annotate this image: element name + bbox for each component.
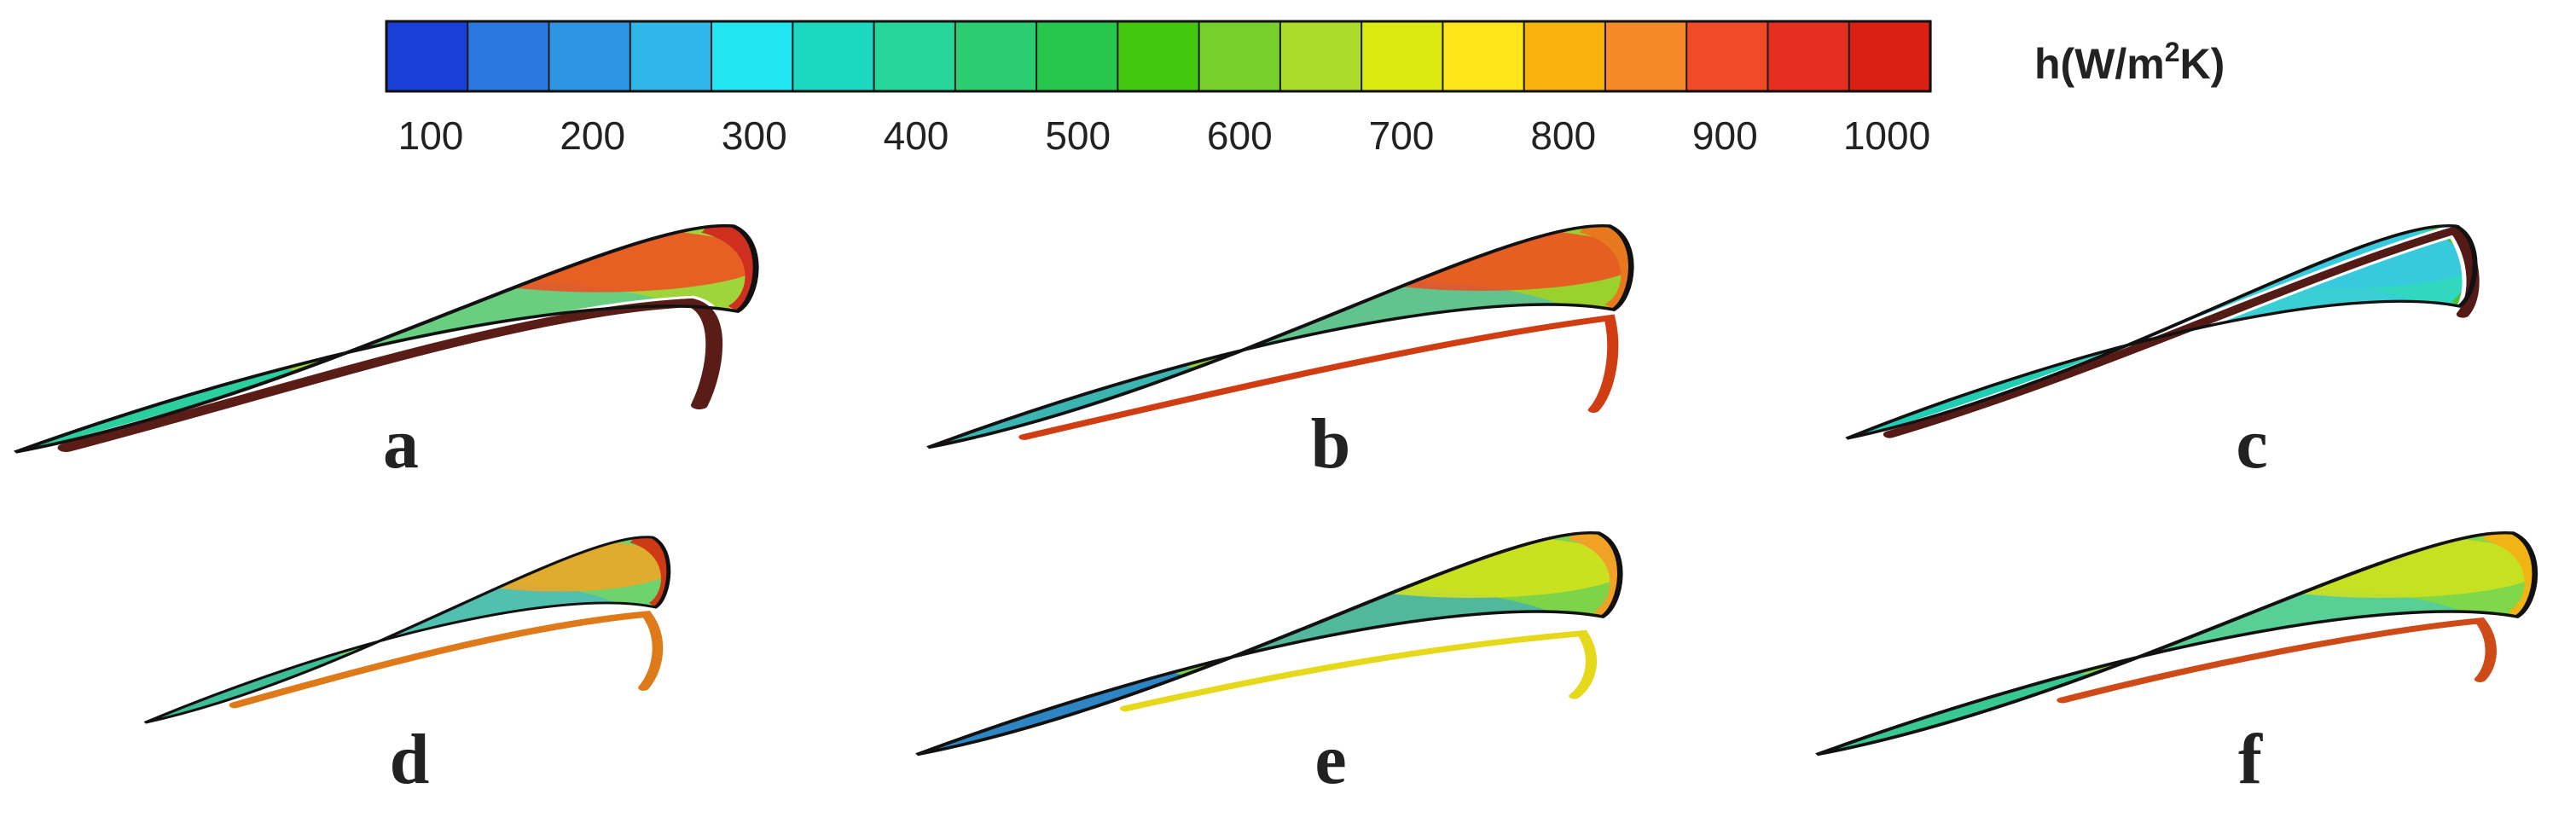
colorbar-cells bbox=[386, 20, 1932, 92]
colorbar-cell bbox=[386, 20, 469, 92]
airfoil-f bbox=[1692, 533, 2546, 807]
cooling-channel bbox=[2057, 617, 2497, 704]
panel-label-b: b bbox=[1311, 404, 1351, 484]
colorbar-cell bbox=[873, 20, 957, 92]
hot-region bbox=[2218, 535, 2535, 598]
colorbar-cell bbox=[1117, 20, 1201, 92]
colorbar-tick-label: 900 bbox=[1692, 113, 1758, 158]
hot-region bbox=[437, 539, 669, 592]
heat-regions bbox=[1817, 532, 2535, 755]
colorbar-cell bbox=[1198, 20, 1282, 92]
trailing-edge-region bbox=[1847, 359, 2092, 439]
colorbar-tick-label: 600 bbox=[1207, 113, 1273, 158]
hot-region bbox=[429, 228, 757, 293]
colorbar-cell bbox=[1361, 20, 1445, 92]
colorbar-tick-label: 500 bbox=[1045, 113, 1111, 158]
colorbar-tick-label: 100 bbox=[398, 113, 464, 158]
panel-label-e: e bbox=[1314, 720, 1346, 799]
colorbar-cell bbox=[1685, 20, 1770, 92]
trailing-edge-region bbox=[1817, 672, 2097, 755]
panel-label-a: a bbox=[383, 404, 419, 484]
cooling-channel bbox=[57, 298, 723, 452]
cooling-channel bbox=[1018, 314, 1619, 440]
colorbar-tick-label: 200 bbox=[560, 113, 625, 158]
mid-chord-region bbox=[2063, 587, 2489, 680]
cooling-channel bbox=[1119, 629, 1598, 712]
airfoil-e bbox=[795, 533, 1631, 807]
trailing-edge-region bbox=[917, 672, 1192, 755]
panel-label-f: f bbox=[2238, 720, 2263, 799]
colorbar-cell bbox=[1442, 20, 1526, 92]
colorbar-cell bbox=[954, 20, 1038, 92]
panel-label-d: d bbox=[390, 720, 430, 799]
colorbar-cell bbox=[1848, 20, 1932, 92]
colorbar-tick-label: 700 bbox=[1369, 113, 1435, 158]
cooling-channel bbox=[229, 611, 664, 709]
heat-regions bbox=[928, 225, 1632, 448]
colorbar: 100 200 300 400 500 600 700 800 900 1000 h(W/m2K) bbox=[385, 20, 2225, 158]
hot-region bbox=[1309, 535, 1621, 598]
colorbar-tick-label: 300 bbox=[722, 113, 787, 158]
colorbar-tick-label: 400 bbox=[884, 113, 949, 158]
trailing-edge-region bbox=[15, 368, 305, 452]
trailing-edge-region bbox=[145, 653, 350, 723]
colorbar-cell bbox=[548, 20, 632, 92]
colorbar-cell bbox=[1036, 20, 1119, 92]
colorbar-cell bbox=[711, 20, 794, 92]
heat-regions bbox=[917, 532, 1621, 755]
colorbar-tick-label: 1000 bbox=[1843, 113, 1930, 158]
colorbar-cell bbox=[467, 20, 551, 92]
panel-label-c: c bbox=[2236, 404, 2267, 484]
colorbar-tick-label: 800 bbox=[1530, 113, 1596, 158]
colorbar-unit-label: h(W/m2K) bbox=[2034, 37, 2225, 88]
colorbar-ticks: 100 200 300 400 500 600 700 800 900 1000 bbox=[398, 113, 1931, 158]
colorbar-cell bbox=[792, 20, 876, 92]
colorbar-cell bbox=[1767, 20, 1851, 92]
channel-gap bbox=[225, 608, 667, 710]
colorbar-cell bbox=[629, 20, 713, 92]
colorbar-cell bbox=[1523, 20, 1607, 92]
colorbar-frame bbox=[385, 20, 1932, 93]
airfoil-panels: a b c d e f bbox=[0, 221, 2546, 807]
colorbar-cell bbox=[1279, 20, 1363, 92]
airfoil-b bbox=[806, 226, 1642, 500]
trailing-edge-region bbox=[928, 365, 1203, 448]
airfoil-c bbox=[1738, 221, 2484, 489]
airfoil-d bbox=[54, 537, 676, 766]
heat-regions bbox=[145, 536, 669, 723]
colorbar-cell bbox=[1604, 20, 1688, 92]
hot-region bbox=[1320, 228, 1632, 291]
